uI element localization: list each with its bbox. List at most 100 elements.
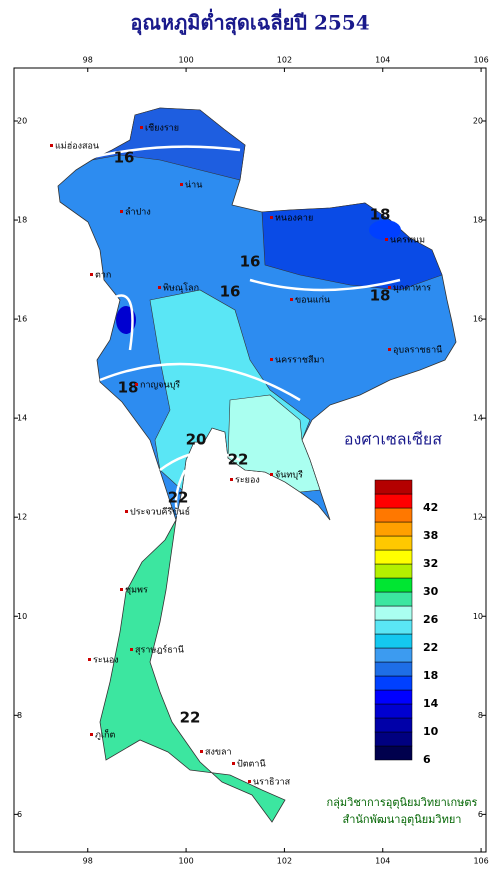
y-tick-label: 16 [473,315,483,324]
place-marker [388,348,391,351]
legend-swatch [374,647,413,663]
place-label: ระนอง [93,656,119,666]
place-label: ชุมพร [125,586,148,596]
place-label: น่าน [185,181,202,191]
place-label: นราธิวาส [253,777,291,788]
place-marker [50,144,53,147]
contour-label: 18 [370,287,391,305]
x-tick-label: 104 [375,857,390,866]
place-marker [90,733,93,736]
place-marker [125,510,128,513]
legend-swatch [374,689,413,705]
place-marker [248,780,251,783]
title: อุณหภูมิต่ำสุดเฉลี่ยปี 2554 [130,8,369,37]
place-label: สงขลา [205,748,232,758]
y-tick-label: 10 [17,612,27,621]
contour-label: 16 [114,149,135,167]
place-label: ปัตตานี [237,759,266,770]
y-tick-label: 6 [17,810,22,819]
contour-label: 18 [370,206,391,224]
land [57,107,457,823]
y-tick-label: 16 [17,315,27,324]
legend-swatch [374,619,413,635]
x-tick-label: 104 [375,56,390,65]
legend-swatch [374,577,413,593]
region-north [91,107,246,181]
place-label: กาญจนบุรี [140,380,180,391]
place-marker [180,183,183,186]
legend-swatch [374,745,413,761]
place-marker [230,478,233,481]
legend-swatch [374,731,413,747]
legend-label: 30 [423,585,439,598]
legend-swatch [374,521,413,537]
y-tick-label: 10 [473,612,483,621]
region-south [99,519,286,823]
place-label: ระยอง [235,476,260,486]
place-label: ตาก [95,271,111,281]
y-tick-label: 8 [478,711,483,720]
region-northeast-top [261,202,443,291]
y-tick-label: 14 [473,414,483,423]
x-tick-label: 106 [473,56,488,65]
place-marker [120,588,123,591]
place-marker [270,358,273,361]
place-marker [158,286,161,289]
x-tick-label: 98 [83,56,93,65]
x-tick-label: 102 [277,857,292,866]
place-marker [270,216,273,219]
place-label: ประจวบคีรีขันธ์ [130,506,190,518]
place-marker [120,210,123,213]
place-label: เชียงราย [145,123,179,134]
place-label: พิษณุโลก [163,283,199,294]
legend-swatch [374,507,413,523]
place-label: ขอนแก่น [295,296,330,306]
y-tick-label: 18 [17,216,27,225]
contour-label: 18 [118,379,139,397]
legend-label: 42 [423,501,438,514]
legend-label: 32 [423,557,438,570]
y-tick-label: 8 [17,711,22,720]
legend-swatch [374,549,413,565]
legend-swatch [374,703,413,719]
x-tick-label: 102 [277,56,292,65]
place-marker [90,273,93,276]
legend-label: 14 [423,697,439,710]
y-tick-label: 14 [17,414,27,423]
place-label: แม่ฮ่องสอน [55,142,99,152]
legend-swatch [374,675,413,691]
place-label: สุราษฎร์ธานี [135,644,184,656]
y-tick-label: 20 [473,116,483,125]
place-label: นครราชสีมา [275,355,324,366]
contour-line [79,145,401,521]
legend-swatch [374,479,413,495]
x-tick-label: 100 [178,857,193,866]
place-marker [135,383,138,386]
y-tick-label: 12 [17,513,27,522]
place-label: ลำปาง [125,207,151,218]
legend-label: 22 [423,641,438,654]
legend-swatch [374,717,413,733]
place-marker [140,126,143,129]
x-tick-label: 106 [473,857,488,866]
place-marker [200,750,203,753]
contour-label: 20 [186,431,207,449]
legend-swatch [374,493,413,509]
y-tick-label: 20 [17,116,27,125]
x-tick-label: 100 [178,56,193,65]
contour-label: 22 [180,709,201,727]
legend-label: 38 [423,529,438,542]
contour-label: 16 [240,253,261,271]
place-marker [88,658,91,661]
legend-swatch [374,535,413,551]
legend-label: 6 [423,753,431,766]
legend-swatch [374,633,413,649]
place-marker [385,238,388,241]
credit: กลุ่มวิชาการอุตุนิยมวิทยาเกษตร [327,796,478,809]
legend-title: องศาเซลเซียส [344,430,442,449]
legend-label: 18 [423,669,438,682]
place-label: ภูเก็ต [95,728,115,741]
place-marker [232,762,235,765]
